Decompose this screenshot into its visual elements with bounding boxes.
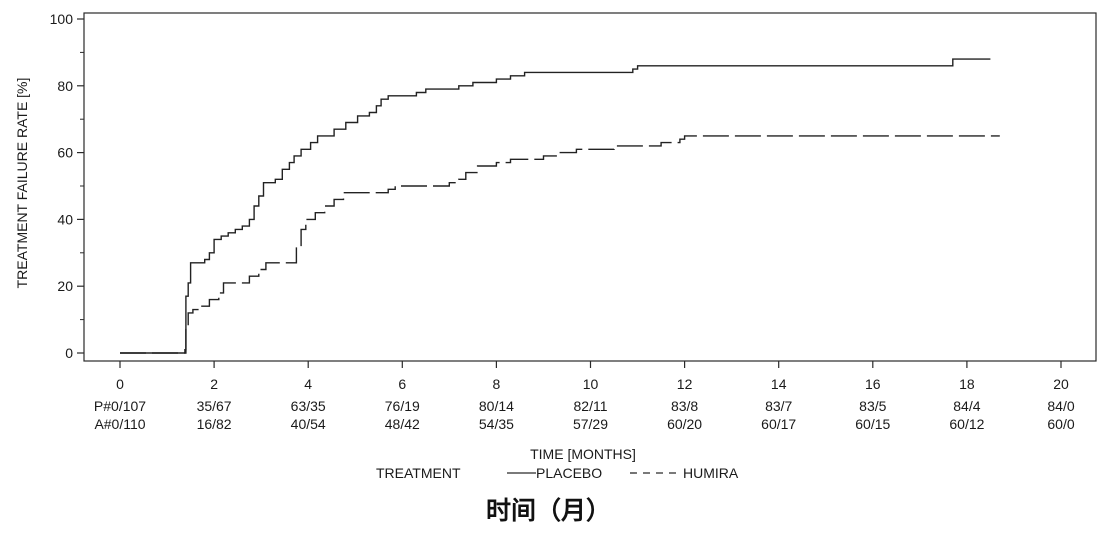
at-risk-0-7: 83/7: [765, 398, 792, 414]
y-tick-label-100: 100: [50, 11, 74, 27]
at-risk-0-5: 82/11: [574, 398, 608, 414]
y-tick-label-80: 80: [57, 78, 73, 94]
legend-humira-label: HUMIRA: [683, 465, 739, 481]
at-risk-1-2: 40/54: [291, 416, 326, 432]
figure-caption: 时间（月）: [485, 496, 611, 525]
series-placebo-line: [120, 58, 991, 354]
y-axis: 0 20 40 60 80 100: [50, 11, 84, 361]
at-risk-0-6: 83/8: [671, 398, 698, 414]
x-tick-label-0: 0: [116, 376, 124, 392]
x-tick-label-2: 2: [210, 376, 218, 392]
legend: TREATMENT PLACEBO HUMIRA: [376, 465, 739, 481]
x-tick-label-8: 8: [493, 376, 501, 392]
series-humira-line: [120, 135, 1000, 354]
at-risk-0-3: 76/19: [385, 398, 420, 414]
x-tick-label-16: 16: [865, 376, 881, 392]
at-risk-1-6: 60/20: [667, 416, 702, 432]
at-risk-table: P#0/107 35/67 63/35 76/19 80/14 82/11 83/8 83/7…: [94, 398, 1075, 432]
at-risk-1-10: 60/0: [1047, 416, 1074, 432]
y-tick-label-0: 0: [65, 345, 73, 361]
at-risk-1-4: 54/35: [479, 416, 514, 432]
at-risk-1-9: 60/12: [949, 416, 984, 432]
plot-area: [83, 12, 1097, 362]
curves: [120, 58, 1000, 354]
legend-placebo-label: PLACEBO: [536, 465, 602, 481]
x-axis-title: TIME [MONTHS]: [530, 446, 636, 462]
at-risk-0-4: 80/14: [479, 398, 514, 414]
x-tick-label-4: 4: [304, 376, 312, 392]
at-risk-1-5: 57/29: [573, 416, 608, 432]
at-risk-0-8: 83/5: [859, 398, 886, 414]
at-risk-1-3: 48/42: [385, 416, 420, 432]
x-tick-label-14: 14: [771, 376, 787, 392]
at-risk-1-1: 16/82: [197, 416, 232, 432]
x-axis: 0 2 4 6 8 10 12 14 16 18 20: [116, 361, 1069, 392]
y-tick-label-60: 60: [57, 145, 73, 161]
x-tick-label-18: 18: [959, 376, 975, 392]
x-tick-label-20: 20: [1053, 376, 1069, 392]
x-tick-label-12: 12: [677, 376, 693, 392]
y-tick-label-20: 20: [57, 278, 73, 294]
at-risk-0-1: 35/67: [197, 398, 232, 414]
legend-title: TREATMENT: [376, 465, 461, 481]
at-risk-0-2: 63/35: [291, 398, 326, 414]
y-tick-label-40: 40: [57, 211, 73, 227]
at-risk-0-10: 84/0: [1047, 398, 1074, 414]
at-risk-1-7: 60/17: [761, 416, 796, 432]
at-risk-0-0: P#0/107: [94, 398, 146, 414]
at-risk-1-8: 60/15: [855, 416, 890, 432]
x-tick-label-10: 10: [583, 376, 599, 392]
x-tick-label-6: 6: [398, 376, 406, 392]
at-risk-1-0: A#0/110: [94, 416, 145, 432]
at-risk-0-9: 84/4: [953, 398, 980, 414]
chart: 0 20 40 60 80 100 0 2 4 6 8 10 12 14 16 18 20 P#0/107 35…: [14, 11, 1097, 481]
y-axis-title: TREATMENT FAILURE RATE [%]: [14, 78, 30, 289]
